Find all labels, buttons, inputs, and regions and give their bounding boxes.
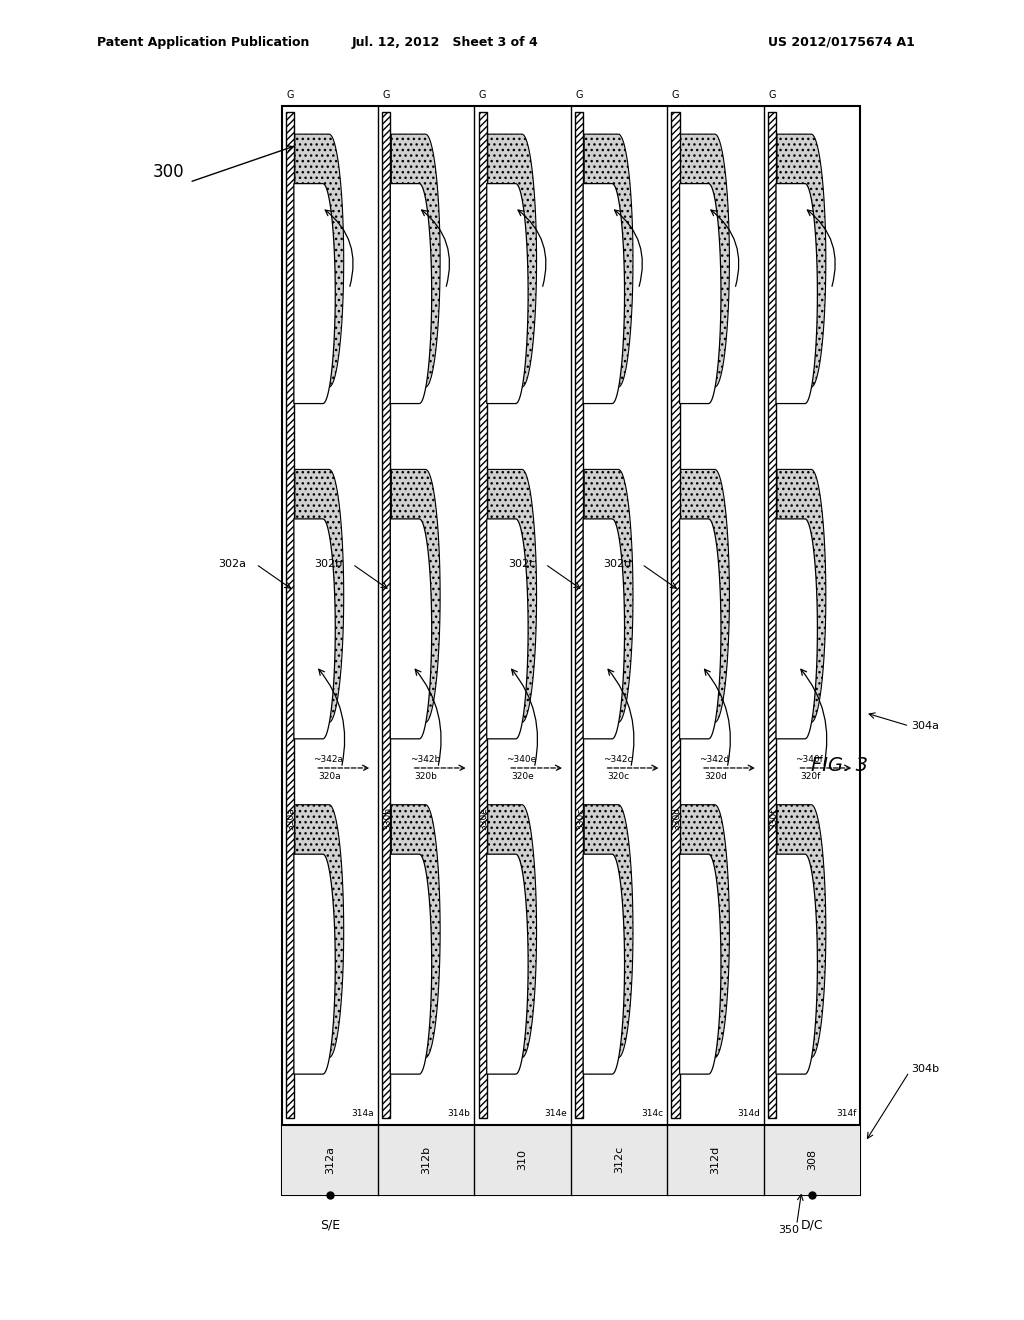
Text: 312d: 312d — [711, 1146, 721, 1173]
Polygon shape — [486, 854, 528, 1074]
Bar — [768, 112, 776, 1118]
Polygon shape — [777, 805, 825, 1057]
Text: 320f: 320f — [801, 772, 821, 781]
Text: G: G — [479, 90, 486, 100]
Text: 310: 310 — [518, 1150, 527, 1170]
Polygon shape — [391, 805, 440, 1057]
Text: ~340e: ~340e — [506, 755, 537, 764]
Polygon shape — [584, 854, 625, 1074]
Text: 320c: 320c — [607, 772, 630, 781]
Polygon shape — [681, 805, 729, 1057]
Polygon shape — [680, 183, 721, 404]
Text: 330a: 330a — [287, 808, 296, 830]
Text: ~340f: ~340f — [796, 755, 823, 764]
Polygon shape — [391, 470, 440, 722]
Text: 314f: 314f — [836, 1109, 856, 1118]
Bar — [282, 106, 860, 1195]
Text: 304b: 304b — [911, 1064, 939, 1074]
Polygon shape — [487, 470, 537, 722]
Text: 314e: 314e — [545, 1109, 567, 1118]
Polygon shape — [776, 183, 817, 404]
Text: 314a: 314a — [351, 1109, 374, 1118]
Polygon shape — [584, 805, 633, 1057]
Polygon shape — [486, 519, 528, 739]
Polygon shape — [390, 183, 432, 404]
Text: 330e: 330e — [479, 808, 488, 830]
Polygon shape — [777, 135, 825, 387]
Text: 302c: 302c — [508, 560, 535, 569]
Polygon shape — [294, 854, 335, 1074]
Bar — [286, 112, 294, 1118]
Polygon shape — [390, 519, 432, 739]
Polygon shape — [680, 519, 721, 739]
Bar — [478, 112, 486, 1118]
Text: 314d: 314d — [737, 1109, 760, 1118]
Text: S/E: S/E — [319, 1218, 340, 1232]
Text: ~342c: ~342c — [602, 755, 632, 764]
Text: 350: 350 — [778, 1225, 800, 1236]
Polygon shape — [295, 470, 344, 722]
Bar — [575, 112, 584, 1118]
Polygon shape — [294, 519, 335, 739]
Text: Patent Application Publication: Patent Application Publication — [97, 36, 309, 49]
Text: G: G — [383, 90, 390, 100]
Polygon shape — [487, 135, 537, 387]
Text: 314b: 314b — [447, 1109, 471, 1118]
Text: 304a: 304a — [911, 721, 939, 731]
Text: G: G — [575, 90, 583, 100]
Text: 312c: 312c — [614, 1146, 624, 1173]
Text: G: G — [286, 90, 294, 100]
Polygon shape — [295, 805, 344, 1057]
Polygon shape — [487, 805, 537, 1057]
Text: 330b: 330b — [383, 808, 392, 830]
Polygon shape — [584, 470, 633, 722]
Text: 312a: 312a — [325, 1146, 335, 1173]
Text: US 2012/0175674 A1: US 2012/0175674 A1 — [768, 36, 914, 49]
Polygon shape — [776, 519, 817, 739]
Polygon shape — [681, 470, 729, 722]
Text: 330c: 330c — [575, 808, 585, 830]
Text: 302a: 302a — [218, 560, 246, 569]
Polygon shape — [681, 135, 729, 387]
Text: 300: 300 — [154, 162, 184, 181]
Bar — [382, 112, 390, 1118]
Polygon shape — [391, 135, 440, 387]
Text: FIG. 3: FIG. 3 — [811, 756, 868, 775]
Polygon shape — [584, 183, 625, 404]
Text: ~342a: ~342a — [313, 755, 343, 764]
Bar — [672, 112, 680, 1118]
Text: ~342d: ~342d — [699, 755, 729, 764]
Text: G: G — [768, 90, 775, 100]
Text: 320d: 320d — [703, 772, 727, 781]
Polygon shape — [584, 135, 633, 387]
Text: 320e: 320e — [511, 772, 534, 781]
Polygon shape — [777, 470, 825, 722]
Text: D/C: D/C — [801, 1218, 823, 1232]
Text: 330d: 330d — [673, 808, 681, 830]
Text: ~342b: ~342b — [410, 755, 440, 764]
Text: 330f: 330f — [769, 809, 778, 829]
Polygon shape — [776, 854, 817, 1074]
Text: 302d: 302d — [603, 560, 632, 569]
Text: 320a: 320a — [318, 772, 341, 781]
Text: 314c: 314c — [641, 1109, 664, 1118]
Bar — [282, 1125, 860, 1195]
Polygon shape — [295, 135, 344, 387]
Polygon shape — [584, 519, 625, 739]
Polygon shape — [390, 854, 432, 1074]
Text: 312b: 312b — [421, 1146, 431, 1173]
Polygon shape — [680, 854, 721, 1074]
Polygon shape — [486, 183, 528, 404]
Text: G: G — [672, 90, 679, 100]
Text: 308: 308 — [807, 1148, 817, 1171]
Polygon shape — [294, 183, 335, 404]
Text: Jul. 12, 2012   Sheet 3 of 4: Jul. 12, 2012 Sheet 3 of 4 — [352, 36, 539, 49]
Text: 302b: 302b — [314, 560, 342, 569]
Text: 320b: 320b — [415, 772, 437, 781]
